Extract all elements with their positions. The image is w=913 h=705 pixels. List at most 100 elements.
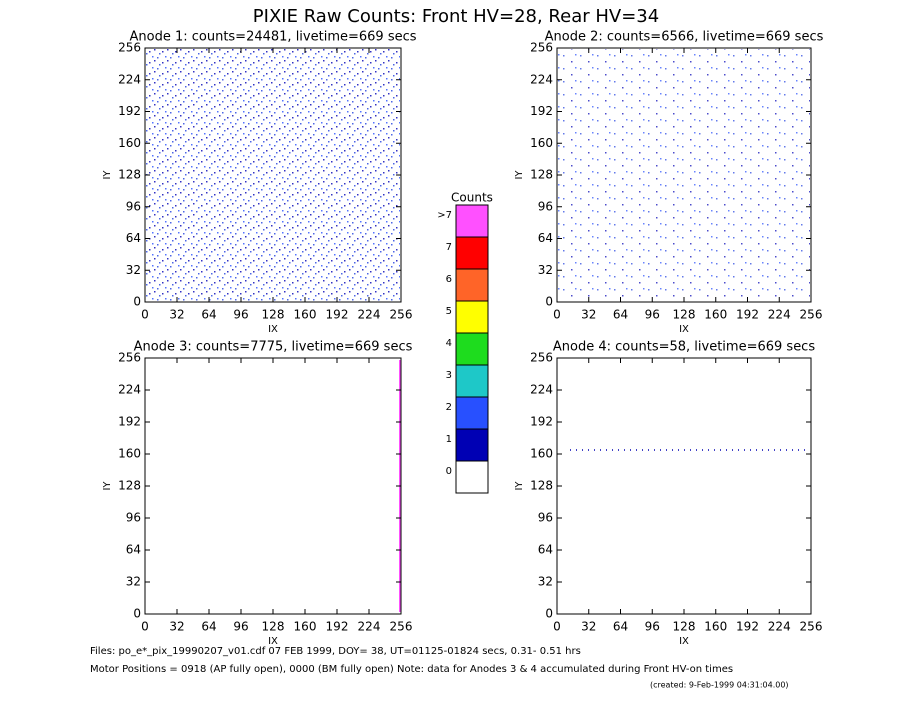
x-tick-label: 224 bbox=[768, 308, 791, 322]
x-tick-label: 0 bbox=[553, 308, 561, 322]
colorbar-label: 0 bbox=[446, 466, 452, 477]
colorbar-swatch bbox=[455, 204, 489, 238]
x-tick-label: 224 bbox=[768, 620, 791, 634]
y-axis-label: IY bbox=[514, 481, 525, 491]
y-tick-label: 0 bbox=[133, 295, 141, 309]
footer-line: (created: 9-Feb-1999 04:31:04.00) bbox=[650, 681, 789, 690]
y-tick-label: 160 bbox=[118, 136, 141, 150]
x-tick-label: 256 bbox=[800, 620, 823, 634]
x-axis-label: IX bbox=[268, 636, 278, 647]
footer-line: Files: po_e*_pix_19990207_v01.cdf 07 FEB… bbox=[90, 646, 581, 657]
colorbar-label: 1 bbox=[446, 434, 452, 445]
colorbar-swatch bbox=[455, 268, 489, 302]
y-tick-label: 0 bbox=[133, 607, 141, 621]
x-tick-label: 64 bbox=[613, 620, 628, 634]
x-tick-label: 128 bbox=[262, 308, 285, 322]
y-tick-label: 256 bbox=[118, 351, 141, 365]
x-tick-label: 32 bbox=[581, 308, 596, 322]
y-tick-label: 224 bbox=[118, 383, 141, 397]
y-tick-label: 128 bbox=[530, 479, 553, 493]
colorbar-label: 3 bbox=[446, 370, 452, 381]
y-tick-label: 192 bbox=[118, 415, 141, 429]
y-axis-label: IY bbox=[102, 481, 113, 491]
plot-frame bbox=[556, 357, 812, 615]
x-tick-label: 128 bbox=[673, 620, 696, 634]
x-tick-label: 32 bbox=[581, 620, 596, 634]
x-tick-label: 0 bbox=[141, 308, 149, 322]
colorbar-swatch bbox=[455, 332, 489, 366]
x-tick-label: 32 bbox=[169, 620, 184, 634]
x-axis-label: IX bbox=[679, 636, 689, 647]
x-tick-label: 160 bbox=[294, 620, 317, 634]
y-tick-label: 64 bbox=[126, 231, 141, 245]
y-tick-label: 192 bbox=[530, 104, 553, 118]
y-tick-label: 128 bbox=[118, 479, 141, 493]
colorbar-label: 5 bbox=[446, 306, 452, 317]
y-tick-label: 96 bbox=[126, 199, 141, 213]
y-tick-label: 256 bbox=[530, 41, 553, 55]
y-tick-label: 160 bbox=[530, 136, 553, 150]
colorbar: Counts bbox=[451, 191, 493, 205]
x-tick-label: 192 bbox=[736, 308, 759, 322]
colorbar-swatch bbox=[455, 428, 489, 462]
x-axis-label: IX bbox=[268, 324, 278, 335]
plot-frame bbox=[144, 357, 402, 615]
colorbar-swatch bbox=[455, 396, 489, 430]
y-tick-label: 256 bbox=[118, 41, 141, 55]
y-tick-label: 192 bbox=[118, 104, 141, 118]
y-tick-label: 0 bbox=[545, 607, 553, 621]
x-tick-label: 96 bbox=[233, 620, 248, 634]
y-tick-label: 128 bbox=[118, 168, 141, 182]
x-tick-label: 32 bbox=[169, 308, 184, 322]
x-tick-label: 0 bbox=[553, 620, 561, 634]
y-tick-label: 160 bbox=[530, 447, 553, 461]
colorbar-label: 4 bbox=[446, 338, 452, 349]
x-tick-label: 224 bbox=[358, 620, 381, 634]
y-axis-label: IY bbox=[514, 170, 525, 180]
y-tick-label: 224 bbox=[530, 72, 553, 86]
x-tick-label: 96 bbox=[233, 308, 248, 322]
x-tick-label: 160 bbox=[294, 308, 317, 322]
y-tick-label: 256 bbox=[530, 351, 553, 365]
panel-title: Anode 3: counts=7775, livetime=669 secs bbox=[134, 340, 413, 355]
x-tick-label: 256 bbox=[800, 308, 823, 322]
x-tick-label: 192 bbox=[736, 620, 759, 634]
y-tick-label: 64 bbox=[538, 231, 553, 245]
x-tick-label: 128 bbox=[262, 620, 285, 634]
x-tick-label: 64 bbox=[613, 308, 628, 322]
panel-title: Anode 4: counts=58, livetime=669 secs bbox=[553, 340, 815, 355]
y-tick-label: 32 bbox=[538, 263, 553, 277]
y-tick-label: 128 bbox=[530, 168, 553, 182]
x-tick-label: 192 bbox=[326, 620, 349, 634]
x-tick-label: 256 bbox=[390, 620, 413, 634]
y-tick-label: 32 bbox=[126, 263, 141, 277]
y-tick-label: 192 bbox=[530, 415, 553, 429]
colorbar-label: 2 bbox=[446, 402, 452, 413]
colorbar-swatch bbox=[455, 300, 489, 334]
y-tick-label: 64 bbox=[538, 543, 553, 557]
x-tick-label: 224 bbox=[358, 308, 381, 322]
y-tick-label: 96 bbox=[538, 199, 553, 213]
colorbar-label: 7 bbox=[446, 242, 452, 253]
x-tick-label: 192 bbox=[326, 308, 349, 322]
panel-title: Anode 2: counts=6566, livetime=669 secs bbox=[545, 30, 824, 45]
colorbar-title: Counts bbox=[451, 191, 493, 205]
x-tick-label: 160 bbox=[704, 620, 727, 634]
y-tick-label: 0 bbox=[545, 295, 553, 309]
panel-title: Anode 1: counts=24481, livetime=669 secs bbox=[129, 30, 416, 45]
colorbar-label: >7 bbox=[437, 210, 452, 221]
x-tick-label: 64 bbox=[201, 620, 216, 634]
pixel-texture bbox=[146, 49, 400, 301]
y-tick-label: 96 bbox=[126, 511, 141, 525]
colorbar-label: 6 bbox=[446, 274, 452, 285]
y-tick-label: 96 bbox=[538, 511, 553, 525]
x-tick-label: 64 bbox=[201, 308, 216, 322]
figure-title: PIXIE Raw Counts: Front HV=28, Rear HV=3… bbox=[253, 6, 659, 27]
y-tick-label: 224 bbox=[118, 72, 141, 86]
y-tick-label: 32 bbox=[538, 575, 553, 589]
y-tick-label: 160 bbox=[118, 447, 141, 461]
x-tick-label: 96 bbox=[645, 620, 660, 634]
colorbar-swatch bbox=[455, 236, 489, 270]
y-tick-label: 32 bbox=[126, 575, 141, 589]
